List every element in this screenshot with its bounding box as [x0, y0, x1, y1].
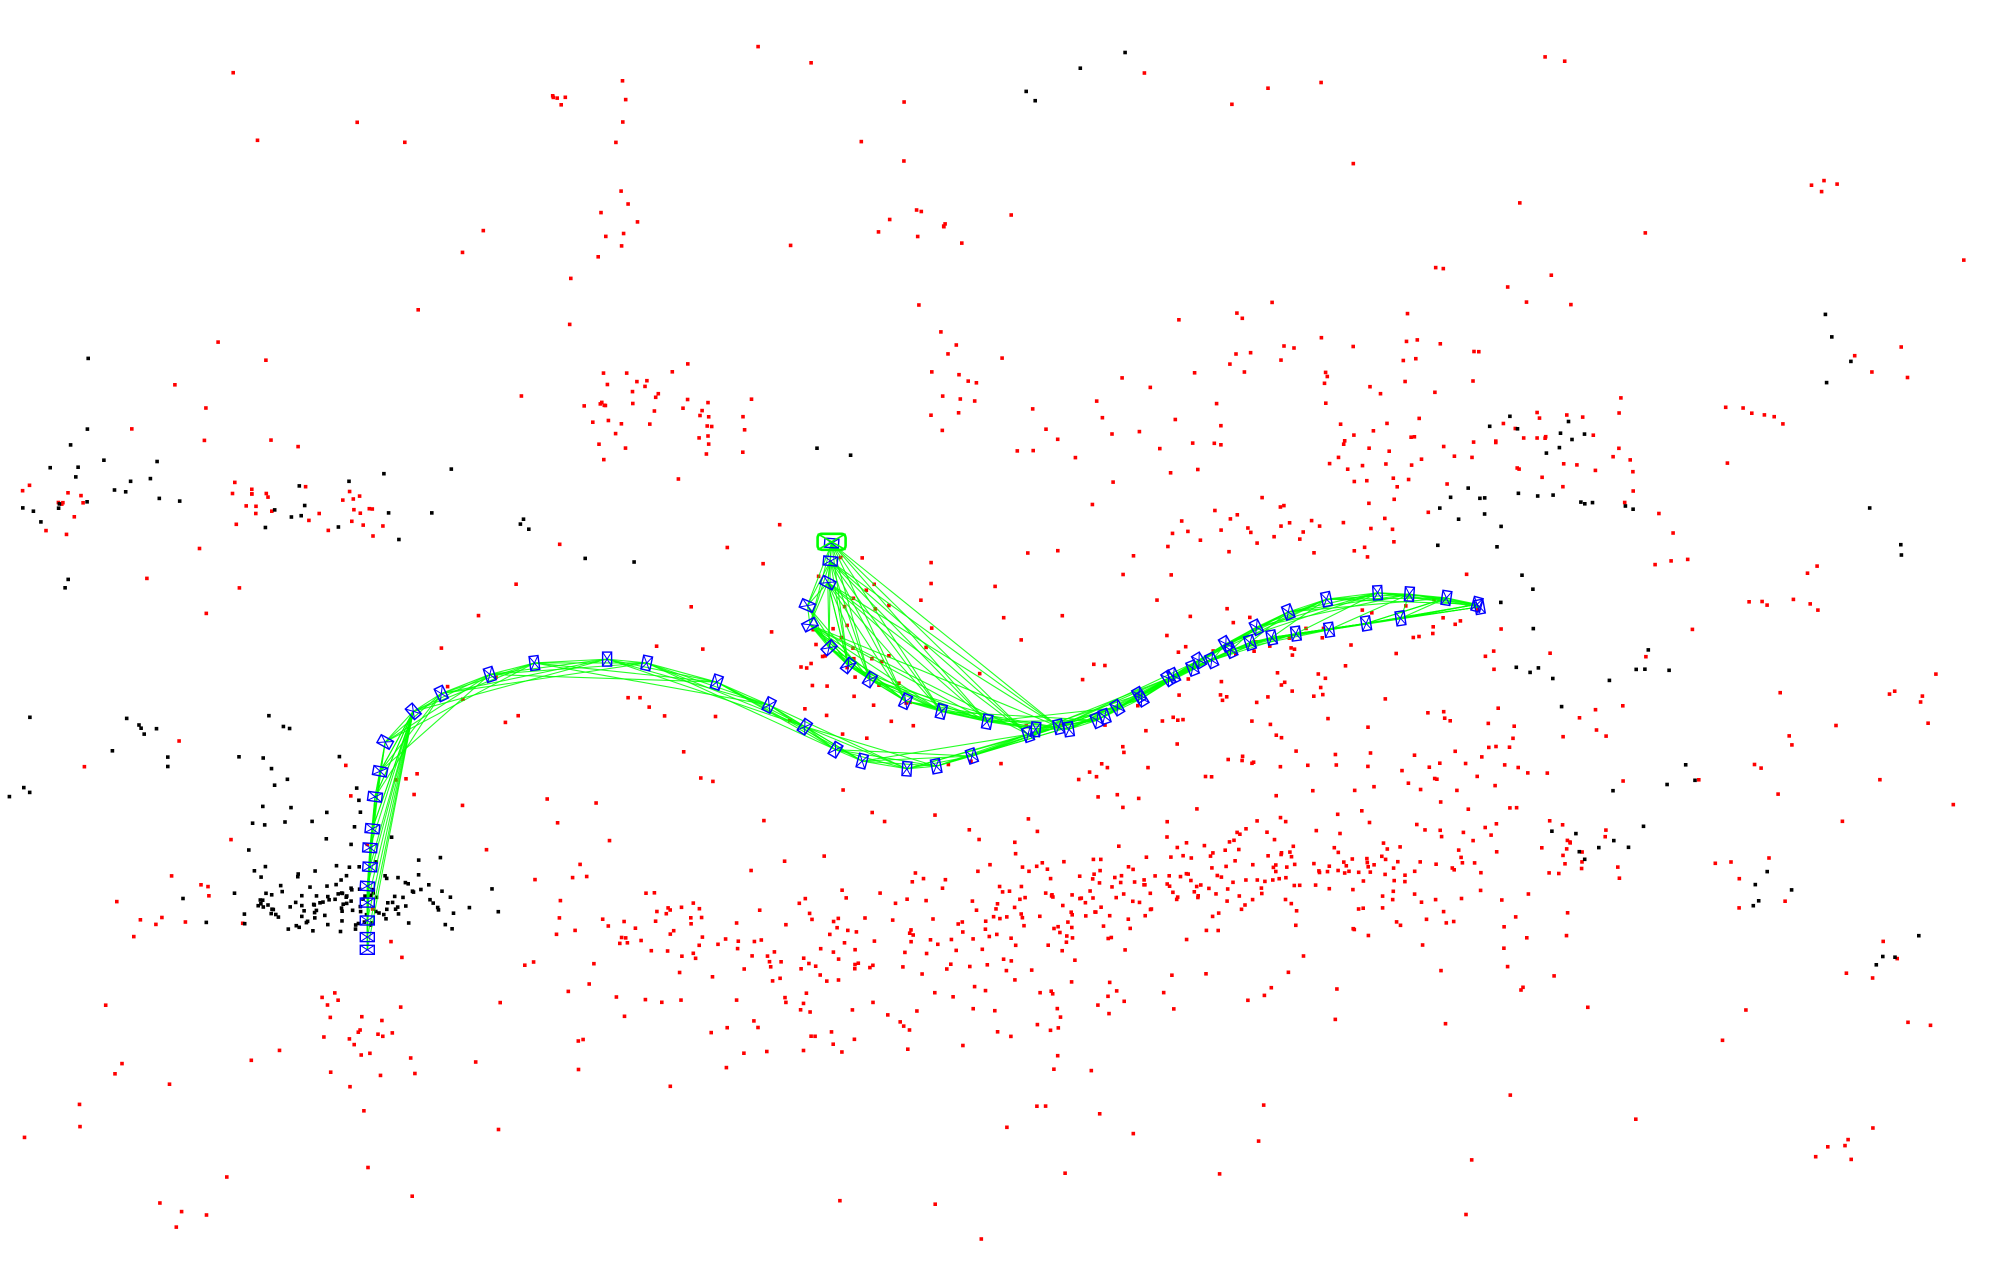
keyframe-marker — [1051, 718, 1066, 736]
keyframe-marker — [964, 747, 980, 765]
keyframe-marker — [1222, 641, 1239, 660]
keyframe-marker — [1280, 602, 1296, 622]
keyframe-marker — [361, 861, 378, 873]
keyframe-marker — [1130, 685, 1148, 705]
keyframe-marker — [1289, 625, 1303, 642]
keyframe-marker — [818, 574, 838, 591]
keyframe-marker — [433, 684, 450, 703]
keyframe-marker — [601, 651, 613, 667]
keyframe-marker — [819, 638, 839, 657]
map-points — [20, 44, 1966, 1241]
keyframe-marker — [528, 654, 541, 672]
keyframe-marker — [861, 670, 879, 689]
keyframe-marker — [1359, 614, 1373, 632]
keyframe-marker — [375, 733, 395, 751]
keyframe-marker — [796, 717, 814, 736]
keyframe-marker — [404, 702, 423, 721]
keyframe-marker — [359, 931, 375, 943]
keyframe-marker — [482, 665, 498, 684]
current-camera — [816, 532, 847, 552]
keyframe-marker — [798, 597, 817, 614]
keyframe-marker — [359, 880, 376, 892]
reference-points — [7, 50, 1921, 967]
keyframe-marker — [1029, 721, 1042, 738]
keyframe-marker — [359, 944, 375, 955]
keyframe-marker — [1217, 634, 1235, 654]
keyframe-marker — [1322, 621, 1336, 639]
keyframe-marker — [359, 897, 375, 908]
current-camera-marker — [816, 532, 847, 552]
keyframe-marker — [1248, 618, 1265, 637]
keyframe-marker — [827, 740, 844, 759]
keyframe-marker — [1403, 586, 1416, 603]
keyframe-marker — [897, 692, 914, 711]
keyframe-marker — [361, 842, 378, 854]
keyframe-marker — [1108, 698, 1126, 717]
keyframe-marker — [1265, 628, 1279, 647]
keyframes — [359, 537, 1487, 955]
keyframe-marker — [822, 555, 839, 567]
keyframe-marker — [1371, 584, 1384, 601]
keyframe-marker — [1473, 598, 1487, 616]
keyframe-marker — [1242, 633, 1258, 652]
covisibility-graph — [366, 542, 1480, 950]
keyframe-marker — [359, 915, 375, 926]
keyframe-marker — [760, 695, 778, 715]
keyframe-marker — [1203, 651, 1220, 670]
keyframe-marker — [1319, 590, 1334, 608]
keyframe-marker — [364, 822, 381, 835]
keyframe-marker — [640, 654, 654, 672]
keyframe-marker — [1440, 589, 1453, 607]
keyframe-marker — [800, 616, 820, 633]
keyframe-marker — [366, 790, 384, 803]
keyframe-marker — [371, 764, 389, 778]
keyframe-marker — [1394, 609, 1407, 627]
keyframe-marker — [1184, 659, 1201, 678]
keyframe-marker — [1165, 666, 1182, 685]
keyframe-marker — [709, 673, 725, 692]
keyframe-marker — [929, 757, 943, 775]
keyframe-marker — [1062, 720, 1076, 738]
keyframe-marker — [1089, 711, 1105, 730]
keyframe-marker — [839, 656, 858, 675]
keyframe-marker — [901, 760, 913, 777]
keyframe-marker — [934, 702, 949, 721]
keyframe-marker — [855, 752, 870, 770]
keyframe-marker — [980, 713, 994, 731]
